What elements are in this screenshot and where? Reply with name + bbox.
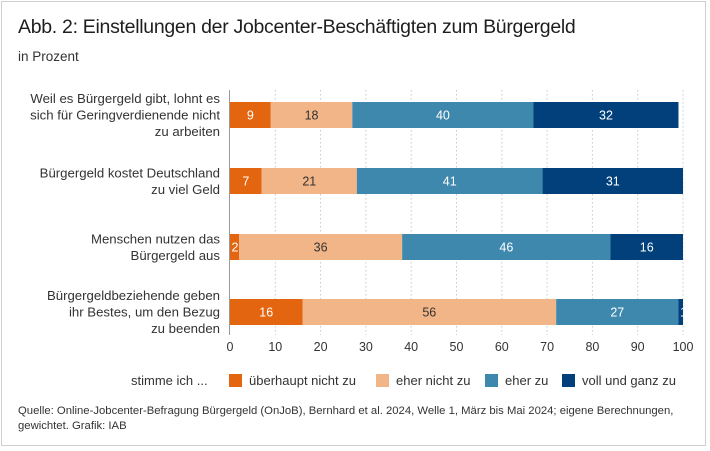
category-label-line: zu beenden <box>151 321 220 336</box>
x-tick-label: 90 <box>631 340 645 354</box>
legend: stimme ich ... überhaupt nicht zu eher n… <box>0 373 710 393</box>
category-label: Menschen nutzen das Bürgergeld aus <box>91 231 220 263</box>
category-label-line: Weil es Bürgergeld gibt, lohnt es <box>30 91 220 106</box>
value-label: 46 <box>499 241 513 255</box>
value-label: 1 <box>680 306 687 320</box>
x-tick-label: 60 <box>495 340 509 354</box>
x-tick-label: 50 <box>450 340 464 354</box>
value-label: 21 <box>302 175 316 189</box>
category-label-line: Bürgergeld aus <box>131 248 221 263</box>
category-label: Bürgergeld kostet Deutschland zu viel Gel… <box>40 165 220 197</box>
legend-lead: stimme ich ... <box>131 373 208 388</box>
x-tick-label: 20 <box>314 340 328 354</box>
category-label: Bürgergeldbeziehende geben ihr Bestes, um… <box>47 288 220 336</box>
category-label-line: ihr Bestes, um den Bezug <box>69 305 220 320</box>
bar-segment <box>230 102 271 128</box>
grid-lines <box>274 90 684 335</box>
bar-segment <box>356 168 543 194</box>
value-label: 7 <box>242 175 249 189</box>
bar-segment <box>542 168 683 194</box>
bar-segment <box>402 234 611 260</box>
x-tick-label: 0 <box>227 340 234 354</box>
chart-title: Abb. 2: Einstellungen der Jobcenter-Besc… <box>18 16 576 38</box>
value-label: 18 <box>305 109 319 123</box>
bar-segment <box>270 102 353 128</box>
value-label: 27 <box>610 306 624 320</box>
legend-label: voll und ganz zu <box>582 373 676 388</box>
bar-segment <box>230 234 240 260</box>
x-axis-ticks: 0 10 20 30 40 50 60 70 80 90 100 <box>227 340 694 354</box>
category-label-line: zu viel Geld <box>151 182 220 197</box>
legend-item-eher-zu: eher zu <box>485 373 548 388</box>
legend-label: eher nicht zu <box>396 373 471 388</box>
bar-segments <box>230 102 683 325</box>
bar-segment <box>302 299 557 325</box>
bar-segment <box>230 168 262 194</box>
value-label: 16 <box>259 306 273 320</box>
bar-segment <box>261 168 357 194</box>
value-label: 41 <box>443 175 457 189</box>
value-label: 40 <box>436 109 450 123</box>
legend-swatch <box>376 374 389 387</box>
x-tick-label: 30 <box>359 340 373 354</box>
value-labels: 9 18 40 32 7 21 41 31 2 36 46 16 16 56 27 1 <box>232 109 687 320</box>
bar-segment <box>610 234 683 260</box>
value-label: 9 <box>247 109 254 123</box>
x-tick-label: 70 <box>540 340 554 354</box>
legend-label: überhaupt nicht zu <box>249 373 356 388</box>
source-note: Quelle: Online-Jobcenter-Befragung Bürge… <box>18 405 674 432</box>
bar-segment <box>533 102 679 128</box>
legend-item-ueberhaupt-nicht-zu: überhaupt nicht zu <box>229 373 356 388</box>
chart-subtitle: in Prozent <box>18 49 79 64</box>
value-label: 31 <box>606 175 620 189</box>
category-label-line: Menschen nutzen das <box>91 231 220 246</box>
x-tick-label: 100 <box>673 340 694 354</box>
category-label-line: Bürgergeld kostet Deutschland <box>40 165 220 180</box>
legend-label: eher zu <box>505 373 549 388</box>
bar-segment <box>352 102 534 128</box>
legend-swatch <box>229 374 242 387</box>
bar-segment <box>230 299 303 325</box>
value-label: 56 <box>422 306 436 320</box>
value-label: 36 <box>314 241 328 255</box>
x-tick-label: 10 <box>268 340 282 354</box>
x-tick-label: 80 <box>585 340 599 354</box>
value-label: 16 <box>640 241 654 255</box>
category-label-line: sich für Geringverdienende nicht <box>30 108 220 123</box>
x-tick-label: 40 <box>404 340 418 354</box>
category-label: Weil es Bürgergeld gibt, lohnt es sich fü… <box>30 91 220 139</box>
legend-swatch <box>562 374 575 387</box>
bar-segment <box>556 299 679 325</box>
category-labels: Weil es Bürgergeld gibt, lohnt es sich fü… <box>30 91 220 336</box>
category-label-line: Bürgergeldbeziehende geben <box>47 288 220 303</box>
bar-segment <box>678 299 683 325</box>
bar-segment <box>239 234 403 260</box>
value-label: 2 <box>232 241 239 255</box>
legend-item-eher-nicht-zu: eher nicht zu <box>376 373 470 388</box>
category-label-line: zu arbeiten <box>155 124 220 139</box>
value-label: 32 <box>599 109 613 123</box>
legend-swatch <box>485 374 498 387</box>
legend-item-voll-und-ganz-zu: voll und ganz zu <box>562 373 676 388</box>
figure-frame <box>1 1 706 446</box>
